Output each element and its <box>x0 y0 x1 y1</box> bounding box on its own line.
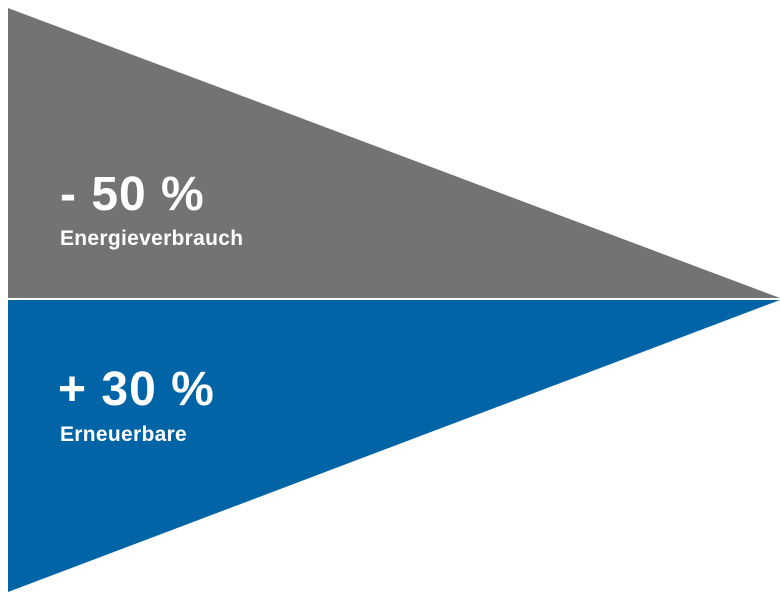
renewables-segment <box>8 300 780 592</box>
renewables-value: + 30 % <box>58 363 215 416</box>
energy-consumption-value: - 50 % <box>60 168 205 221</box>
energy-consumption-label: Energieverbrauch <box>60 227 243 250</box>
renewables-label: Erneuerbare <box>60 423 187 446</box>
energy-consumption-segment <box>8 8 780 298</box>
